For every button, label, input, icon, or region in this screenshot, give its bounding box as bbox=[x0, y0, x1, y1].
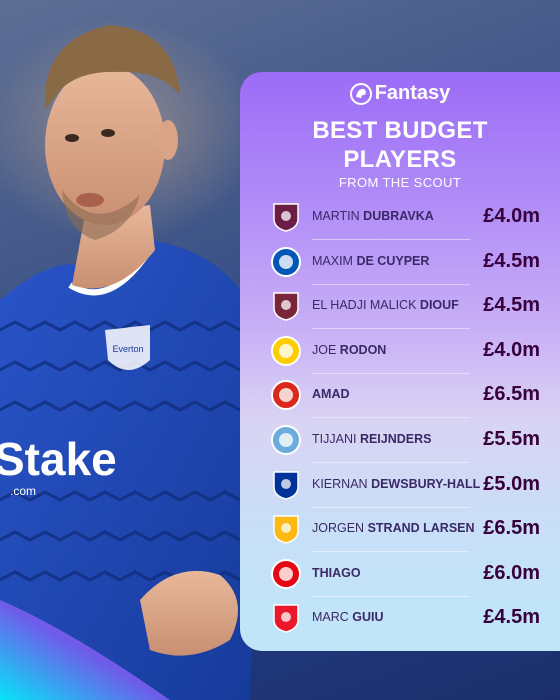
shirt-sponsor-suffix: .com bbox=[10, 484, 36, 498]
player-last-name: DE CUYPER bbox=[356, 253, 430, 268]
player-first-name: MARC bbox=[312, 610, 349, 625]
man-utd-crest-icon bbox=[271, 380, 301, 411]
west-ham-crest-icon bbox=[273, 292, 299, 321]
player-row: THIAGO £6.0m bbox=[270, 556, 560, 592]
row-divider bbox=[312, 462, 470, 463]
player-first-name: JOE bbox=[312, 342, 337, 357]
fantasy-logo: Fantasy bbox=[240, 82, 560, 105]
title-line-2: PLAYERS bbox=[343, 146, 457, 173]
player-name: AMAD bbox=[312, 387, 350, 401]
player-price: £4.5m bbox=[483, 294, 540, 317]
player-name: EL HADJI MALICK DIOUF bbox=[312, 298, 459, 312]
row-divider bbox=[312, 372, 470, 374]
budget-players-panel: Fantasy BEST BUDGET PLAYERS FROM THE SCO… bbox=[240, 72, 560, 651]
player-first-name: MAXIM bbox=[312, 253, 353, 268]
player-last-name: RODON bbox=[339, 342, 387, 357]
player-last-name: THIAGO bbox=[312, 565, 361, 580]
player-row: JOE RODON £4.0m bbox=[270, 333, 560, 369]
player-first-name: JORGEN bbox=[312, 521, 365, 536]
player-row: MAXIM DE CUYPER £4.5m bbox=[270, 244, 560, 280]
player-last-name: GUIU bbox=[352, 610, 384, 625]
row-divider bbox=[312, 239, 470, 240]
player-price: £4.5m bbox=[483, 249, 540, 272]
leeds-crest-icon bbox=[271, 335, 301, 366]
player-price: £4.5m bbox=[483, 606, 540, 629]
row-divider bbox=[312, 551, 470, 553]
player-name: JOE RODON bbox=[312, 343, 386, 357]
premier-league-lion-icon bbox=[349, 82, 372, 105]
player-last-name: DEWSBURY-HALL bbox=[371, 476, 481, 491]
man-city-crest-icon bbox=[271, 425, 301, 455]
player-name: MARC GUIU bbox=[312, 610, 384, 624]
burnley-crest-icon bbox=[273, 203, 299, 232]
player-last-name: STRAND LARSEN bbox=[367, 521, 475, 536]
row-divider bbox=[312, 328, 470, 330]
row-divider bbox=[312, 595, 470, 597]
player-name: JORGEN STRAND LARSEN bbox=[312, 521, 475, 535]
player-name: TIJJANI REIJNDERS bbox=[312, 432, 431, 446]
shirt-club-text: Everton bbox=[112, 344, 143, 354]
player-first-name: TIJJANI bbox=[312, 432, 357, 446]
player-photo: Everton Stake .com bbox=[0, 25, 260, 700]
player-name: KIERNAN DEWSBURY-HALL bbox=[312, 477, 480, 491]
row-divider bbox=[312, 506, 470, 508]
player-row: TIJJANI REIJNDERS £5.5m bbox=[270, 422, 560, 458]
player-price: £5.5m bbox=[483, 428, 540, 450]
player-last-name: DIOUF bbox=[419, 298, 459, 313]
player-row: JORGEN STRAND LARSEN £6.5m bbox=[270, 511, 560, 547]
shirt-sponsor: Stake bbox=[0, 433, 117, 485]
player-row: AMAD £6.5m bbox=[270, 377, 560, 413]
brentford-crest-icon bbox=[271, 558, 301, 589]
title-line-1: BEST BUDGET bbox=[312, 117, 488, 144]
brighton-crest-icon bbox=[271, 246, 301, 277]
player-price: £6.5m bbox=[483, 517, 540, 540]
player-name: MAXIM DE CUYPER bbox=[312, 254, 429, 268]
player-row: KIERNAN DEWSBURY-HALL £5.0m bbox=[270, 467, 560, 503]
player-price: £6.5m bbox=[483, 383, 540, 406]
page-title: BEST BUDGET PLAYERS bbox=[240, 116, 560, 174]
player-name: MARTIN DUBRAVKA bbox=[312, 209, 434, 223]
player-first-name: KIERNAN bbox=[312, 476, 368, 491]
player-price: £4.0m bbox=[483, 338, 540, 361]
sunderland-crest-icon bbox=[273, 604, 299, 634]
player-last-name: AMAD bbox=[312, 387, 350, 402]
page-subtitle: FROM THE SCOUT bbox=[338, 175, 462, 190]
row-divider bbox=[312, 283, 470, 285]
player-first-name: MARTIN bbox=[312, 209, 360, 223]
wolves-crest-icon bbox=[273, 515, 299, 544]
brand-label: Fantasy bbox=[374, 82, 451, 104]
player-price: £5.0m bbox=[483, 472, 540, 495]
player-price: £4.0m bbox=[483, 205, 540, 227]
player-row: MARTIN DUBRAVKA £4.0m bbox=[270, 199, 560, 235]
player-row: MARC GUIU £4.5m bbox=[270, 600, 560, 636]
row-divider bbox=[312, 417, 470, 419]
player-name: THIAGO bbox=[312, 566, 361, 580]
everton-crest-icon bbox=[273, 470, 299, 500]
decorative-swoosh bbox=[0, 600, 170, 700]
player-last-name: DUBRAVKA bbox=[363, 209, 434, 223]
player-last-name: REIJNDERS bbox=[359, 432, 432, 446]
player-price: £6.0m bbox=[483, 561, 540, 584]
player-row: EL HADJI MALICK DIOUF £4.5m bbox=[270, 288, 560, 324]
player-first-name: EL HADJI MALICK bbox=[312, 298, 417, 313]
